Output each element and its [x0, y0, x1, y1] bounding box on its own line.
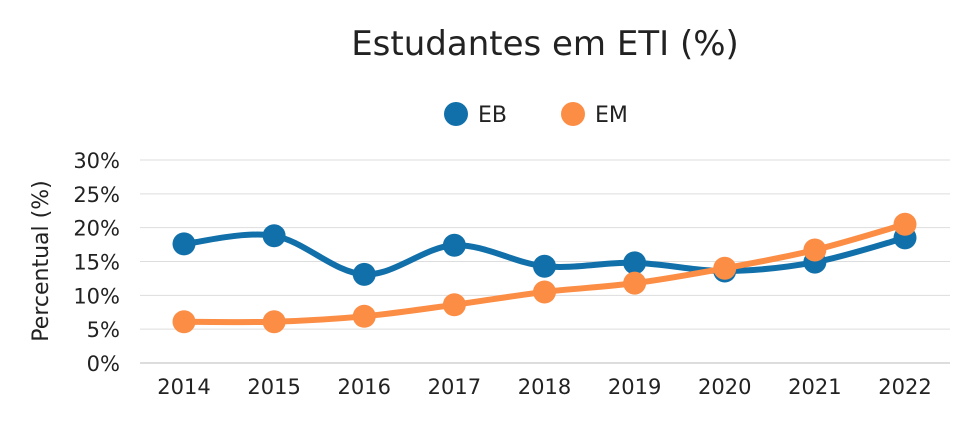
legend: EB EM — [444, 102, 628, 128]
data-point-eb-2015 — [262, 224, 286, 248]
data-point-em-2019 — [623, 271, 647, 295]
data-point-em-2017 — [442, 293, 466, 317]
data-point-eb-2019 — [623, 251, 647, 275]
data-point-eb-2016 — [352, 262, 376, 286]
data-point-em-2020 — [713, 256, 737, 280]
x-tick-label: 2017 — [428, 375, 481, 399]
x-tick-label: 2020 — [698, 375, 751, 399]
data-point-em-2016 — [352, 304, 376, 328]
legend-marker-em — [561, 102, 585, 126]
y-axis-label: Percentual (%) — [29, 180, 54, 341]
legend-marker-eb — [444, 102, 468, 126]
y-tick-label: 0% — [87, 352, 120, 376]
data-point-em-2015 — [262, 310, 286, 334]
y-tick-label: 15% — [73, 251, 120, 275]
series-em — [172, 212, 917, 334]
x-axis-ticks: 2014 2015 2016 2017 2018 2019 2020 2021 2022 — [157, 375, 931, 399]
y-tick-label: 30% — [73, 149, 120, 173]
data-point-em-2021 — [803, 238, 827, 262]
y-tick-label: 10% — [73, 284, 120, 308]
y-axis-ticks: 0% 5% 10% 15% 20% 25% 30% — [73, 149, 120, 376]
y-tick-label: 25% — [73, 183, 120, 207]
data-point-eb-2018 — [533, 254, 556, 278]
chart-title: Estudantes em ETI (%) — [351, 24, 739, 64]
x-tick-label: 2022 — [878, 375, 931, 399]
x-tick-label: 2018 — [518, 375, 571, 399]
data-point-em-2014 — [172, 310, 196, 334]
legend-label-em: EM — [595, 103, 628, 128]
data-point-eb-2014 — [172, 232, 196, 256]
legend-label-eb: EB — [478, 103, 507, 128]
series-group — [172, 212, 917, 334]
x-tick-label: 2019 — [608, 375, 661, 399]
x-tick-label: 2021 — [788, 375, 841, 399]
data-point-em-2022 — [893, 212, 917, 236]
data-point-eb-2017 — [442, 233, 466, 257]
data-point-em-2018 — [533, 280, 556, 304]
y-tick-label: 20% — [73, 217, 120, 241]
y-tick-label: 5% — [87, 318, 120, 342]
x-tick-label: 2016 — [338, 375, 391, 399]
x-tick-label: 2015 — [247, 375, 300, 399]
x-tick-label: 2014 — [157, 375, 210, 399]
